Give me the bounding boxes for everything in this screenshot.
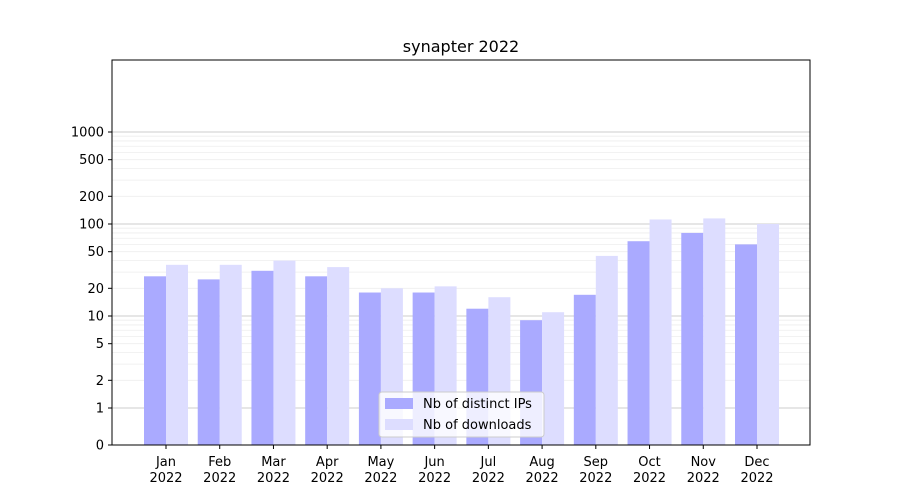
bar-distinct-ips bbox=[251, 270, 274, 445]
legend-swatch bbox=[385, 398, 413, 409]
bar-downloads bbox=[273, 260, 296, 445]
x-tick-label-line: Oct bbox=[638, 455, 660, 470]
bar-downloads bbox=[703, 218, 726, 445]
x-tick-label-line: Sep bbox=[584, 455, 609, 470]
y-tick-label: 5 bbox=[96, 337, 104, 352]
x-tick-label: Mar 2022 bbox=[257, 455, 290, 486]
x-tick-label-line: Dec bbox=[744, 455, 769, 470]
y-tick-label: 2 bbox=[96, 374, 104, 389]
x-tick-label-line: 2022 bbox=[364, 471, 397, 486]
x-tick-label-line: Aug bbox=[529, 455, 554, 470]
x-tick-label-line: 2022 bbox=[740, 471, 773, 486]
legend-swatch bbox=[385, 419, 413, 430]
y-tick-label: 20 bbox=[87, 282, 104, 297]
bar-distinct-ips bbox=[197, 279, 220, 445]
bar-downloads bbox=[219, 264, 242, 445]
chart-title: synapter 2022 bbox=[403, 37, 519, 56]
y-tick-label: 1 bbox=[96, 402, 104, 417]
x-tick-label: May 2022 bbox=[364, 455, 397, 486]
x-tick-label: Oct 2022 bbox=[633, 455, 666, 486]
x-tick-label-line: Mar bbox=[261, 455, 286, 470]
x-tick-label-line: Feb bbox=[208, 455, 231, 470]
y-tick-label: 10 bbox=[87, 310, 104, 325]
bar-downloads bbox=[542, 312, 565, 445]
x-tick-label: Jun 2022 bbox=[418, 455, 451, 486]
x-tick-label: Jan 2022 bbox=[149, 455, 182, 486]
x-tick-label-line: 2022 bbox=[418, 471, 451, 486]
y-tick-label: 200 bbox=[79, 190, 104, 205]
x-tick-label: Nov 2022 bbox=[687, 455, 720, 486]
x-tick-label: Feb 2022 bbox=[203, 455, 236, 486]
bar-distinct-ips bbox=[358, 292, 381, 445]
legend: Nb of distinct IPs Nb of downloads bbox=[378, 391, 545, 438]
x-tick-label: Aug 2022 bbox=[526, 455, 559, 486]
x-tick-label-line: 2022 bbox=[579, 471, 612, 486]
bar-downloads bbox=[649, 219, 672, 445]
y-tick-label: 50 bbox=[87, 245, 104, 260]
bar-distinct-ips bbox=[144, 276, 166, 445]
legend-label: Nb of downloads bbox=[423, 418, 532, 433]
legend-label: Nb of distinct IPs bbox=[423, 397, 532, 412]
bar-distinct-ips bbox=[573, 294, 596, 445]
x-tick-label-line: May bbox=[367, 455, 394, 470]
y-tick-label: 500 bbox=[79, 153, 104, 168]
x-tick-label-line: 2022 bbox=[257, 471, 290, 486]
x-tick-label: Jul 2022 bbox=[472, 455, 505, 486]
bar-downloads bbox=[757, 224, 779, 445]
x-tick-label-line: Jul bbox=[480, 455, 497, 470]
x-tick-label-line: 2022 bbox=[472, 471, 505, 486]
bar-distinct-ips bbox=[735, 244, 757, 445]
x-tick-label-line: 2022 bbox=[526, 471, 559, 486]
legend-box bbox=[378, 391, 545, 438]
x-tick-label-line: 2022 bbox=[149, 471, 182, 486]
x-tick-label-line: 2022 bbox=[687, 471, 720, 486]
y-tick-label: 100 bbox=[79, 218, 104, 233]
x-tick-label-line: Jan bbox=[155, 455, 176, 470]
plot-frame bbox=[111, 59, 811, 446]
x-tick-label-line: Jun bbox=[423, 455, 444, 470]
bar-distinct-ips bbox=[305, 276, 328, 445]
x-tick-label-line: 2022 bbox=[311, 471, 344, 486]
bar-downloads bbox=[595, 255, 618, 445]
x-tick-label-line: 2022 bbox=[203, 471, 236, 486]
x-tick-label: Dec 2022 bbox=[740, 455, 773, 486]
x-tick-label: Apr 2022 bbox=[311, 455, 344, 486]
y-axis: 0 1 2 5 10 20 50 100 200 500 1000 bbox=[71, 126, 112, 454]
x-tick-label-line: Nov bbox=[691, 455, 717, 470]
bar-distinct-ips bbox=[681, 232, 704, 445]
x-tick-label-line: Apr bbox=[316, 455, 339, 470]
bar-downloads bbox=[327, 267, 350, 445]
y-tick-label: 0 bbox=[96, 439, 104, 454]
bar-distinct-ips bbox=[627, 241, 650, 445]
bar-downloads bbox=[166, 264, 188, 445]
x-tick-label-line: 2022 bbox=[633, 471, 666, 486]
x-tick-label: Sep 2022 bbox=[579, 455, 612, 486]
y-tick-label: 1000 bbox=[71, 126, 104, 141]
